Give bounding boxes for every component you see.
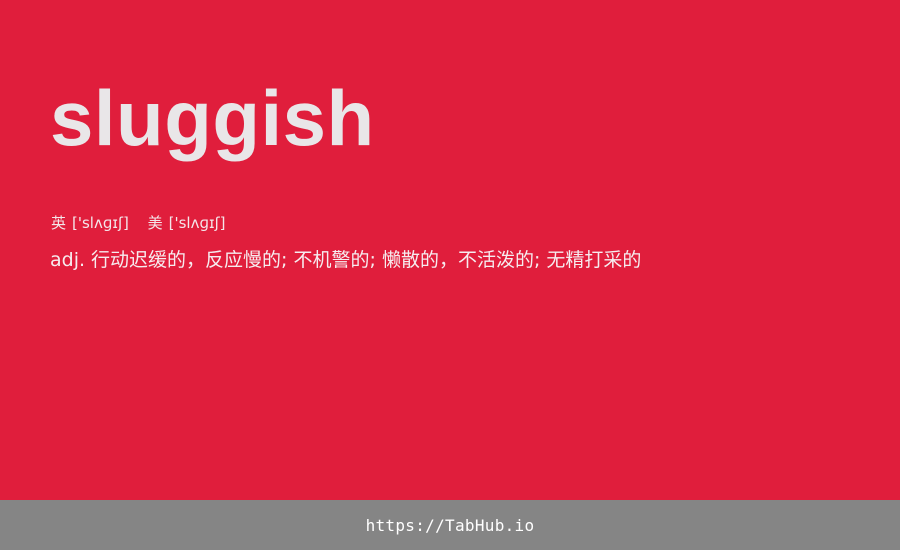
us-phonetic: 美 ['slʌɡɪʃ] [148,214,226,232]
us-ipa: ['slʌɡɪʃ] [168,214,226,232]
definition-text: adj. 行动迟缓的，反应慢的; 不机警的; 懒散的，不活泼的; 无精打采的 [50,249,642,271]
uk-phonetic: 英 ['slʌɡɪʃ] [51,214,134,232]
word-card: sluggish 英 ['slʌɡɪʃ] 美 ['slʌɡɪʃ] adj. 行动迟缓… [50,74,642,271]
phonetics-row: 英 ['slʌɡɪʃ] 美 ['slʌɡɪʃ] [51,212,239,234]
tabhub-link[interactable]: https://TabHub.io [365,515,535,535]
uk-label: 英 [51,214,67,232]
word-title: sluggish [50,74,375,162]
us-label: 美 [147,214,163,232]
uk-ipa: ['slʌɡɪʃ] [72,214,129,232]
footer-bar: https://TabHub.io [0,500,900,550]
